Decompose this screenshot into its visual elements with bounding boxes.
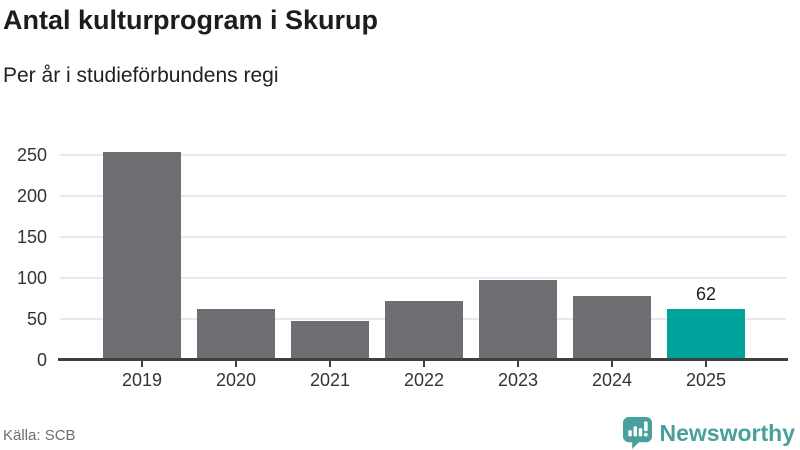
gridline-200 <box>60 195 786 197</box>
y-axis-tick-label: 0 <box>36 350 47 370</box>
newsworthy-wordmark: Newsworthy <box>659 420 795 446</box>
y-axis-tick-label: 150 <box>16 227 47 247</box>
bar-chart-speech-bubble-icon <box>622 416 653 450</box>
newsworthy-logo: Newsworthy <box>622 416 795 450</box>
x-axis-tick <box>235 361 237 367</box>
x-axis-tick-label: 2023 <box>497 370 539 390</box>
gridline-100 <box>60 277 786 279</box>
bar-value-label: 62 <box>695 284 717 305</box>
bar-2020 <box>197 309 275 358</box>
bar-2021 <box>291 321 369 358</box>
gridline-250 <box>60 154 786 156</box>
x-axis-line <box>58 358 788 361</box>
x-axis-tick <box>141 361 143 367</box>
bar-2022 <box>385 300 463 358</box>
bar-2024 <box>573 296 651 358</box>
y-axis-tick-label: 100 <box>16 268 47 288</box>
x-axis-tick-label: 2020 <box>215 370 257 390</box>
x-axis-tick <box>705 361 707 367</box>
source-attribution: Källa: SCB <box>3 427 76 444</box>
x-axis-tick-label: 2019 <box>121 370 163 390</box>
chart-title: Antal kulturprogram i Skurup <box>3 5 379 35</box>
bar-2023 <box>479 280 557 358</box>
y-axis-tick-label: 250 <box>16 145 47 165</box>
x-axis-tick-label: 2025 <box>685 370 727 390</box>
gridline-150 <box>60 236 786 238</box>
y-axis-tick-label: 200 <box>16 186 47 206</box>
x-axis-tick <box>517 361 519 367</box>
x-axis-tick-label: 2022 <box>403 370 445 390</box>
y-axis-tick-label: 50 <box>26 309 47 329</box>
chart-subtitle: Per år i studieförbundens regi <box>3 64 279 87</box>
x-axis-tick-label: 2024 <box>591 370 633 390</box>
x-axis-tick-label: 2021 <box>309 370 351 390</box>
x-axis-tick <box>423 361 425 367</box>
bar-2025 <box>667 309 745 358</box>
x-axis-tick <box>329 361 331 367</box>
x-axis-tick <box>611 361 613 367</box>
bar-2019 <box>103 151 181 358</box>
